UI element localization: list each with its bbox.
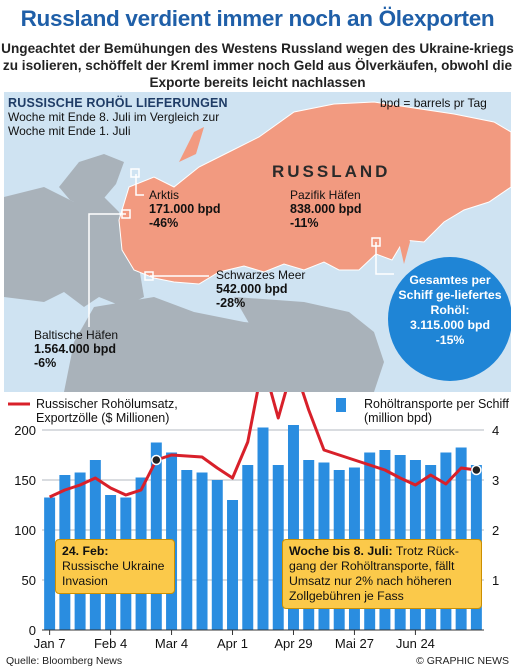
novaya-zemlya	[179, 127, 204, 162]
scandinavia-land	[59, 154, 124, 207]
port-marker-arktis	[130, 168, 140, 178]
left-axis-tick-label: 50	[22, 573, 36, 588]
port-marker-black-sea	[144, 271, 154, 281]
x-axis-tick-label: Jun 24	[396, 636, 435, 651]
sakhalin	[399, 224, 410, 264]
credit-note: © GRAPHIC NEWS	[416, 655, 509, 667]
combo-chart: 0 50 100 150 200 1 2 3 4 Jan 7 Feb 4 Mar 4 Apr 1 Apr …	[8, 392, 510, 651]
bar	[211, 480, 223, 630]
x-axis-tick-label: Apr 29	[274, 636, 312, 651]
bar	[455, 447, 467, 630]
region-value: 171.000 bpd	[149, 202, 221, 216]
annotation-invasion: 24. Feb: Russische Ukraine Invasion	[55, 539, 175, 594]
russia-land	[118, 101, 511, 285]
total-label: Gesamtes per Schiff ge-liefertes Rohöl:	[398, 273, 502, 317]
line-marker	[471, 464, 482, 476]
country-label-russland: RUSSLAND	[272, 162, 391, 181]
annotation-text: Russische Ukraine Invasion	[62, 559, 165, 588]
region-value: 542.000 bpd	[216, 282, 288, 296]
port-marker-baltic	[121, 209, 131, 219]
x-axis-tick-label: Feb 4	[94, 636, 127, 651]
region-change: -11%	[290, 216, 319, 230]
annotation-title: Woche bis 8. Juli:	[289, 544, 393, 558]
annotation-title: 24. Feb:	[62, 544, 109, 558]
region-name: Arktis	[149, 188, 179, 202]
legend-right-label: Rohöltransporte per Schiff (million bpd)	[364, 397, 510, 425]
annotation-text: Trotz Rück-gang der Rohöltransporte, fäl…	[289, 544, 459, 603]
asia-land	[234, 297, 384, 392]
page-subtitle: Ungeachtet der Bemühungen des Westens Ru…	[1, 41, 514, 90]
map-panel: RUSSISCHE ROHÖL LIEFERUNGEN Woche mit En…	[4, 92, 511, 392]
middle-east-land	[64, 297, 364, 392]
line-marker	[151, 454, 162, 466]
bar	[150, 442, 162, 630]
total-change: -15%	[435, 333, 465, 347]
axis-ticks: 0 50 100 150 200 1 2 3 4 Jan 7 Feb 4 Mar 4 Apr 1 Apr …	[14, 423, 499, 651]
source-note: Quelle: Bloomberg News	[6, 655, 123, 667]
left-axis-tick-label: 0	[29, 623, 36, 638]
map-heading: RUSSISCHE ROHÖL LIEFERUNGEN	[8, 96, 228, 110]
bar	[257, 427, 269, 630]
x-axis-tick-label: Apr 1	[217, 636, 248, 651]
annotation-week-july: Woche bis 8. Juli: Trotz Rück-gang der R…	[282, 539, 482, 609]
bar	[242, 465, 254, 630]
region-label-schwarzes-meer: Schwarzes Meer 542.000 bpd -28%	[216, 268, 305, 310]
region-change: -28%	[216, 296, 246, 310]
total-value: 3.115.000 bpd	[410, 318, 490, 332]
left-axis-tick-label: 100	[14, 523, 36, 538]
map-heading-note: Woche mit Ende 8. Juli im Vergleich zur …	[8, 110, 220, 138]
right-axis-tick-label: 1	[492, 573, 499, 588]
port-marker-pacific	[371, 237, 381, 247]
leader-pacific	[375, 242, 394, 275]
europe-land	[4, 187, 144, 307]
right-axis-tick-label: 3	[492, 473, 499, 488]
region-change: -46%	[149, 216, 179, 230]
legend-bar-swatch	[336, 398, 346, 412]
map-graphic	[4, 101, 511, 392]
bar	[196, 472, 208, 630]
region-value: 838.000 bpd	[290, 202, 362, 216]
leader-baltic	[88, 213, 126, 327]
legend-left-label: Russischer Rohölumsatz, Exportzölle ($ Mi…	[36, 397, 178, 425]
region-change: -6%	[34, 356, 57, 370]
bar	[272, 465, 284, 630]
region-name: Schwarzes Meer	[216, 268, 306, 282]
bar	[287, 425, 299, 630]
bar	[227, 500, 239, 630]
total-shipped-badge: Gesamtes per Schiff ge-liefertes Rohöl: …	[388, 257, 511, 381]
region-value: 1.564.000 bpd	[34, 342, 116, 356]
page-title: Russland verdient immer noch an Ölexport…	[20, 6, 495, 31]
region-name: Baltische Häfen	[34, 328, 119, 342]
bar	[44, 497, 56, 630]
leader-arktis	[135, 174, 144, 196]
bar	[181, 470, 193, 630]
region-name: Pazifik Häfen	[290, 188, 361, 202]
left-axis-tick-label: 200	[14, 423, 36, 438]
region-label-pazifik: Pazifik Häfen 838.000 bpd -11%	[290, 188, 362, 230]
revenue-line	[48, 392, 477, 499]
map-heading-block: RUSSISCHE ROHÖL LIEFERUNGEN Woche mit En…	[8, 96, 248, 138]
right-axis-tick-label: 4	[492, 423, 499, 438]
map-unit-note: bpd = barrels pr Tag	[380, 96, 487, 110]
left-axis-tick-label: 150	[14, 473, 36, 488]
x-axis-tick-label: Mar 4	[155, 636, 188, 651]
right-axis-tick-label: 2	[492, 523, 499, 538]
line-series	[48, 392, 482, 499]
region-label-arktis: Arktis 171.000 bpd -46%	[149, 188, 221, 230]
x-axis-tick-label: Jan 7	[34, 636, 66, 651]
x-axis-tick-label: Mai 27	[335, 636, 374, 651]
region-label-baltische-haefen: Baltische Häfen 1.564.000 bpd -6%	[34, 328, 118, 370]
